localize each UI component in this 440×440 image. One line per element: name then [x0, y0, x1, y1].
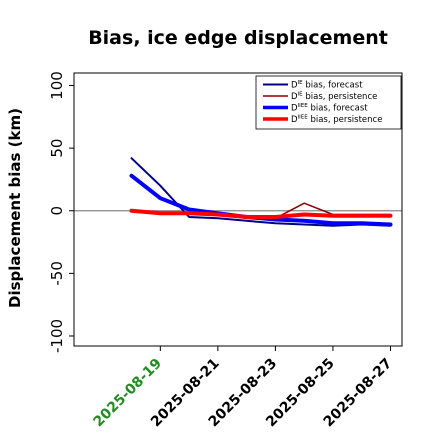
- y-tick-label: 0: [48, 206, 66, 216]
- legend-entry: DIE bias, persistence: [291, 92, 377, 103]
- axes-frame: [73, 72, 403, 347]
- y-tick-label: -50: [48, 261, 66, 286]
- y-tick-label: 50: [48, 139, 66, 158]
- y-tick-label: -100: [48, 319, 66, 353]
- plot-area: -100-500501002025-08-192025-08-212025-08…: [48, 71, 403, 430]
- chart-title: Bias, ice edge displacement: [88, 27, 388, 49]
- legend-entry: DIIEE bias, persistence: [291, 115, 382, 126]
- y-tick-label: 100: [48, 71, 66, 100]
- legend-entry: DIE bias, forecast: [291, 80, 363, 91]
- series-line-4: [129, 208, 393, 219]
- y-axis-label: Displacement bias (km): [6, 108, 24, 308]
- legend-entry: DIIEE bias, forecast: [291, 103, 368, 114]
